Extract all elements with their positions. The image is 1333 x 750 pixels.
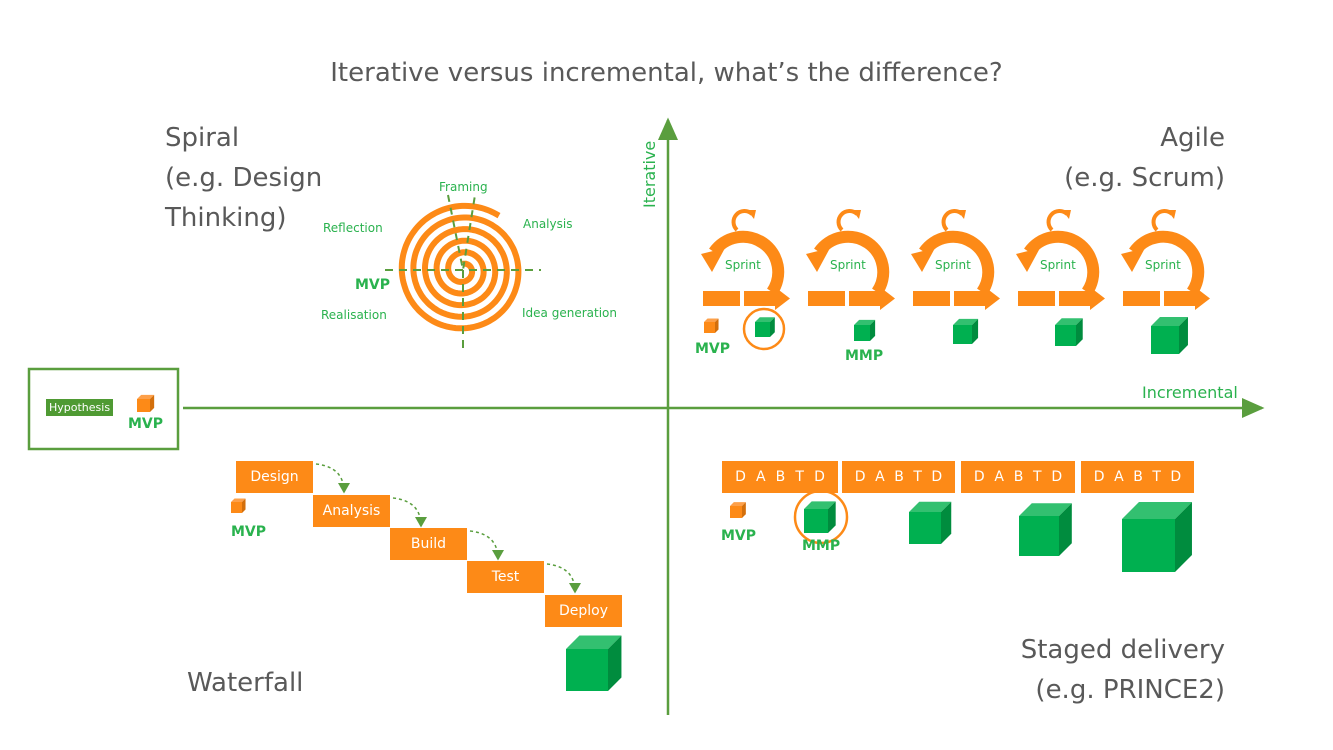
staged-cube-2 xyxy=(909,501,952,544)
waterfall-product-cube xyxy=(566,635,622,691)
sprint-label: Sprint xyxy=(935,258,971,272)
stage-letter: A xyxy=(875,469,885,485)
spiral-graphic xyxy=(385,194,541,348)
stage-letter: D xyxy=(735,469,746,485)
waterfall-step-build: Build xyxy=(390,528,467,560)
staged-subtitle: (e.g. PRINCE2) xyxy=(1035,675,1225,705)
stage-letter: A xyxy=(755,469,766,485)
waterfall-step-test: Test xyxy=(467,561,544,593)
page-title: Iterative versus incremental, what’s the… xyxy=(330,58,1003,88)
staged-cube-3 xyxy=(1019,503,1072,556)
agile-title: Agile xyxy=(1160,123,1225,153)
sprint-icons xyxy=(701,209,1210,310)
stage-letter: D xyxy=(973,469,985,485)
agile-mvp-label: MVP xyxy=(695,341,731,357)
spiral-subtitle-1: (e.g. Design xyxy=(165,163,323,193)
staged-mvp-label: MVP xyxy=(721,528,757,544)
waterfall-mvp-cube xyxy=(231,498,246,513)
waterfall-step-design: Design xyxy=(236,461,313,493)
stage-letter: B xyxy=(775,469,786,485)
spiral-label-idea: Idea generation xyxy=(522,306,617,320)
stage-letter: B xyxy=(1013,469,1024,485)
sprint-label: Sprint xyxy=(1040,258,1076,272)
waterfall-step-analysis: Analysis xyxy=(313,495,390,527)
sprint-label: Sprint xyxy=(725,258,761,272)
quadrant-spiral: Spiral (e.g. Design Thinking) xyxy=(165,118,322,238)
staged-mmp-label: MMP xyxy=(802,538,841,554)
quadrant-agile: Agile (e.g. Scrum) xyxy=(1064,118,1225,198)
spiral-path xyxy=(398,202,522,332)
stage-letter: T xyxy=(795,469,804,485)
spiral-label-framing: Framing xyxy=(439,180,488,194)
sprint-label: Sprint xyxy=(1145,258,1181,272)
agile-subtitle: (e.g. Scrum) xyxy=(1064,163,1225,193)
agile-cube-3 xyxy=(953,318,979,344)
staged-mmp-cube xyxy=(804,501,836,533)
stage-letter: T xyxy=(1033,469,1042,485)
stage-letter: D xyxy=(931,469,943,485)
agile-cube-5 xyxy=(1151,317,1188,354)
stage-letter: D xyxy=(1170,469,1182,485)
sprint-label: Sprint xyxy=(830,258,866,272)
spiral-title: Spiral xyxy=(165,123,240,153)
stage-letter: D xyxy=(1093,469,1105,485)
staged-cube-4 xyxy=(1122,502,1192,572)
hypothesis-mvp-label: MVP xyxy=(128,416,164,432)
hypothesis-box xyxy=(27,367,180,451)
x-axis-label: Incremental xyxy=(1142,383,1238,402)
stage-letter: A xyxy=(1114,469,1124,485)
staged-mvp-cube xyxy=(730,502,746,518)
agile-mvp-cube xyxy=(704,318,719,333)
waterfall-mvp-label: MVP xyxy=(231,524,267,540)
quadrant-staged: Staged delivery (e.g. PRINCE2) xyxy=(1021,630,1225,710)
stage-letter: B xyxy=(1133,469,1143,485)
stage-letter: D xyxy=(1051,469,1063,485)
stage-letter: D xyxy=(854,469,866,485)
spiral-label-analysis: Analysis xyxy=(523,217,573,231)
y-axis-label: Iterative xyxy=(640,140,659,208)
agile-cube-2 xyxy=(854,319,876,341)
quadrant-waterfall: Waterfall xyxy=(187,668,304,698)
agile-mmp-cube xyxy=(755,317,775,337)
highlight-circle-agile xyxy=(742,307,786,351)
stage-letter: D xyxy=(814,469,825,485)
spiral-label-realisation: Realisation xyxy=(321,308,387,322)
hypothesis-mvp-cube xyxy=(137,394,155,412)
stage-letter: T xyxy=(1152,469,1161,485)
spiral-subtitle-2: Thinking) xyxy=(165,203,287,233)
waterfall-step-deploy: Deploy xyxy=(545,595,622,627)
agile-cube-4 xyxy=(1055,318,1083,346)
agile-mmp-label: MMP xyxy=(845,348,884,364)
hypothesis-label: Hypothesis xyxy=(46,399,114,416)
spiral-mvp-label: MVP xyxy=(355,277,391,293)
stage-letter: B xyxy=(894,469,904,485)
staged-title: Staged delivery xyxy=(1020,635,1225,665)
cubes xyxy=(137,317,1192,691)
spiral-label-reflection: Reflection xyxy=(323,221,383,235)
stage-letter: T xyxy=(913,469,922,485)
stage-letter: A xyxy=(994,469,1004,485)
